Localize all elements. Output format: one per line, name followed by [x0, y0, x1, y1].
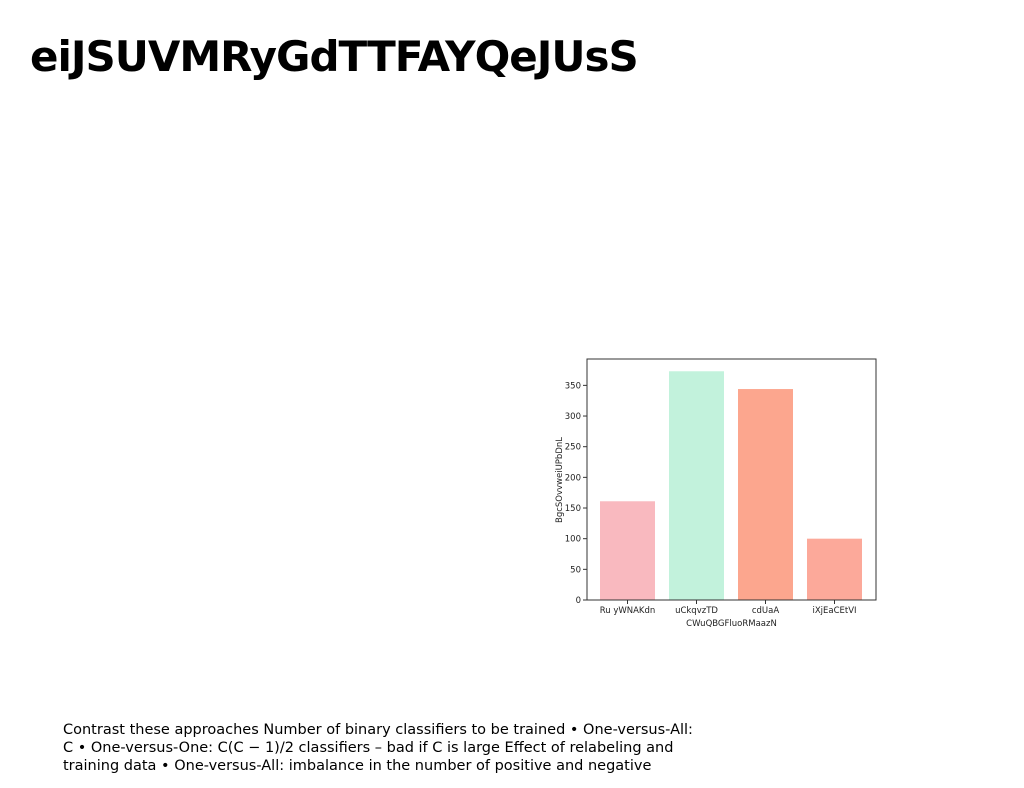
bar-chart: 0 50 100 150 200 250 300 350 Ru yWNAKdn uCkqvzTD…	[555, 358, 877, 629]
y-axis: 0 50 100 150 200 250 300 350	[565, 381, 587, 606]
y-tick-label: 0	[576, 596, 581, 606]
y-tick-label: 100	[565, 535, 581, 545]
x-axis-label: CWuQBGFluoRMaazN	[686, 619, 777, 629]
bar-1	[669, 371, 724, 600]
bar-0	[600, 501, 655, 600]
plot-frame	[586, 358, 877, 601]
y-tick-label: 150	[565, 504, 581, 514]
x-axis: Ru yWNAKdn uCkqvzTD cdUaA iXjEaCEtVI	[600, 600, 857, 616]
y-tick-label: 50	[570, 565, 581, 575]
y-tick-label: 300	[565, 412, 581, 422]
x-tick-label: uCkqvzTD	[675, 606, 718, 616]
y-tick-label: 200	[565, 473, 581, 483]
y-axis-label: BgcSOvvweiUPbDnL	[555, 437, 565, 523]
bars-group	[600, 371, 862, 600]
y-tick-label: 350	[565, 381, 581, 391]
slide-title: eiJSUVMRyGdTTFAYQeJUsS	[30, 32, 639, 81]
slide-caption: Contrast these approaches Number of bina…	[63, 722, 693, 774]
bar-3	[807, 538, 862, 600]
x-tick-label: iXjEaCEtVI	[812, 606, 856, 616]
x-tick-label: Ru yWNAKdn	[600, 606, 656, 616]
x-tick-label: cdUaA	[752, 606, 779, 616]
bar-2	[738, 389, 793, 600]
y-tick-label: 250	[565, 443, 581, 453]
